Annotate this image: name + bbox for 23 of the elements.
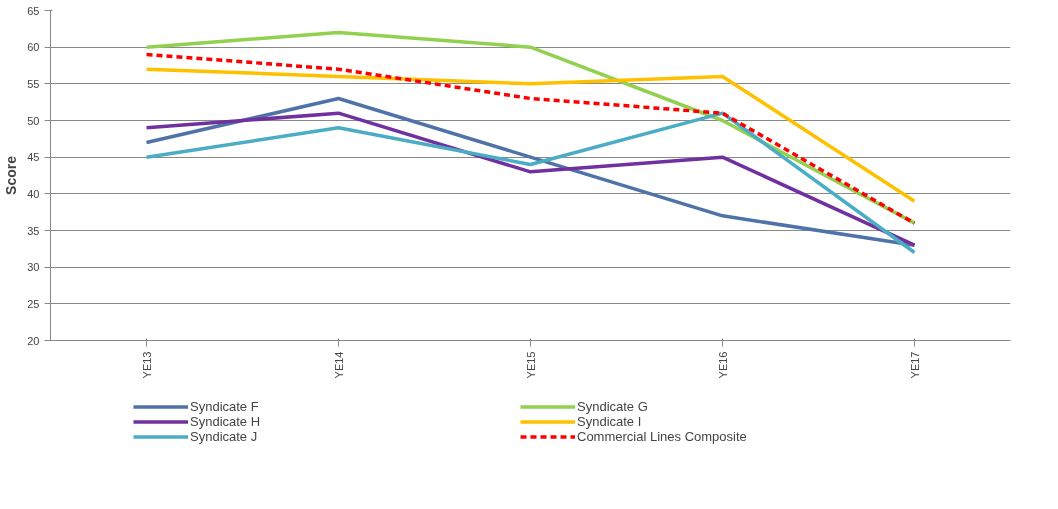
legend-label: Syndicate G — [577, 398, 649, 414]
y-tick-label: 25 — [27, 297, 40, 310]
legend-label: Commercial Lines Composite — [577, 428, 748, 444]
y-tick-label: 45 — [27, 151, 40, 164]
y-tick-label: 65 — [27, 4, 40, 17]
legend-label: Syndicate J — [190, 428, 259, 444]
legend-label: Syndicate H — [190, 413, 262, 429]
x-tick-label: YE17 — [908, 351, 921, 379]
x-tick-label: YE15 — [524, 351, 537, 379]
y-tick-label: 30 — [27, 261, 40, 274]
legend-label: Syndicate I — [577, 413, 643, 429]
y-tick-label: 40 — [27, 187, 40, 200]
line-series — [144, 67, 917, 203]
y-tick-label: 55 — [27, 77, 40, 90]
x-tick-label: YE16 — [716, 351, 729, 379]
y-axis-title: Score — [3, 155, 20, 195]
y-tick-label: 35 — [27, 224, 40, 237]
y-tick-label: 60 — [27, 41, 40, 54]
y-tick-label: 20 — [27, 334, 40, 347]
x-tick-label: YE13 — [140, 351, 153, 379]
y-tick-label: 50 — [27, 114, 40, 127]
x-tick-label: YE14 — [332, 351, 345, 379]
legend-label: Syndicate F — [190, 398, 260, 414]
